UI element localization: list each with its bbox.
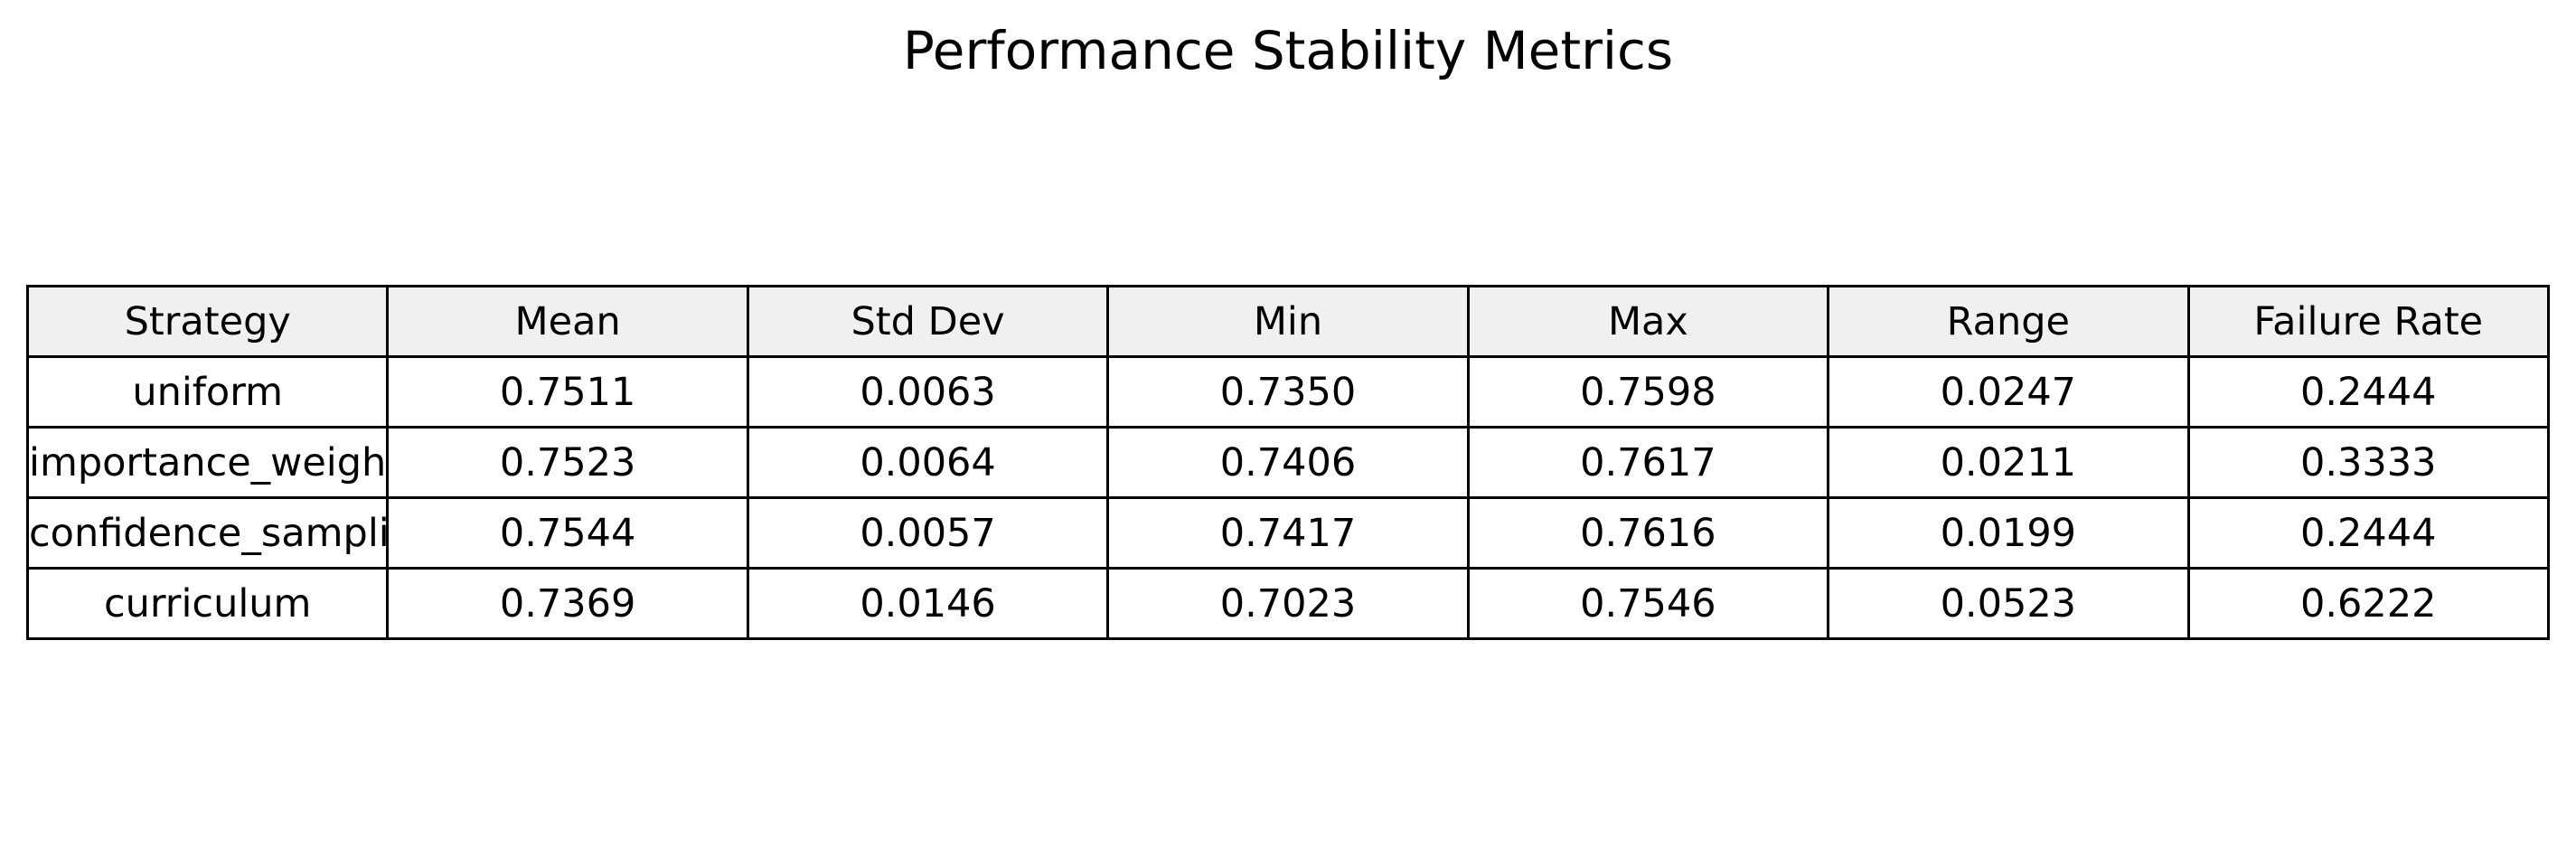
header-max: Max bbox=[1466, 285, 1830, 358]
header-strategy: Strategy bbox=[25, 285, 390, 358]
cell-mean: 0.7511 bbox=[386, 355, 749, 429]
cell-max: 0.7616 bbox=[1466, 496, 1830, 570]
cell-strategy: curriculum bbox=[25, 567, 390, 640]
cell-strategy: confidence_sampling bbox=[25, 496, 390, 570]
cell-failure-rate: 0.3333 bbox=[2186, 426, 2551, 499]
cell-range: 0.0523 bbox=[1827, 567, 2190, 640]
table-row: curriculum 0.7369 0.0146 0.7023 0.7546 0… bbox=[25, 567, 2551, 640]
cell-std-dev: 0.0064 bbox=[746, 426, 1110, 499]
header-std-dev: Std Dev bbox=[746, 285, 1110, 358]
chart-title: Performance Stability Metrics bbox=[902, 20, 1674, 81]
cell-mean: 0.7544 bbox=[386, 496, 749, 570]
table-row: importance_weighting 0.7523 0.0064 0.740… bbox=[25, 426, 2551, 499]
table-row: uniform 0.7511 0.0063 0.7350 0.7598 0.02… bbox=[25, 355, 2551, 429]
cell-mean: 0.7523 bbox=[386, 426, 749, 499]
cell-failure-rate: 0.2444 bbox=[2186, 355, 2551, 429]
table-header-row: Strategy Mean Std Dev Min Max Range Fail… bbox=[25, 285, 2551, 358]
metrics-table-container: Strategy Mean Std Dev Min Max Range Fail… bbox=[25, 285, 2551, 640]
cell-std-dev: 0.0063 bbox=[746, 355, 1110, 429]
cell-min: 0.7406 bbox=[1106, 426, 1470, 499]
cell-min: 0.7023 bbox=[1106, 567, 1470, 640]
cell-failure-rate: 0.2444 bbox=[2186, 496, 2551, 570]
cell-failure-rate: 0.6222 bbox=[2186, 567, 2551, 640]
cell-mean: 0.7369 bbox=[386, 567, 749, 640]
cell-std-dev: 0.0057 bbox=[746, 496, 1110, 570]
metrics-table: Strategy Mean Std Dev Min Max Range Fail… bbox=[25, 285, 2551, 640]
header-min: Min bbox=[1106, 285, 1470, 358]
cell-max: 0.7617 bbox=[1466, 426, 1830, 499]
cell-range: 0.0211 bbox=[1827, 426, 2190, 499]
cell-min: 0.7350 bbox=[1106, 355, 1470, 429]
table-row: confidence_sampling 0.7544 0.0057 0.7417… bbox=[25, 496, 2551, 570]
cell-range: 0.0199 bbox=[1827, 496, 2190, 570]
cell-strategy: importance_weighting bbox=[25, 426, 390, 499]
cell-max: 0.7598 bbox=[1466, 355, 1830, 429]
header-range: Range bbox=[1827, 285, 2190, 358]
cell-std-dev: 0.0146 bbox=[746, 567, 1110, 640]
cell-max: 0.7546 bbox=[1466, 567, 1830, 640]
cell-strategy: uniform bbox=[25, 355, 390, 429]
cell-min: 0.7417 bbox=[1106, 496, 1470, 570]
header-failure-rate: Failure Rate bbox=[2186, 285, 2551, 358]
header-mean: Mean bbox=[386, 285, 749, 358]
cell-range: 0.0247 bbox=[1827, 355, 2190, 429]
